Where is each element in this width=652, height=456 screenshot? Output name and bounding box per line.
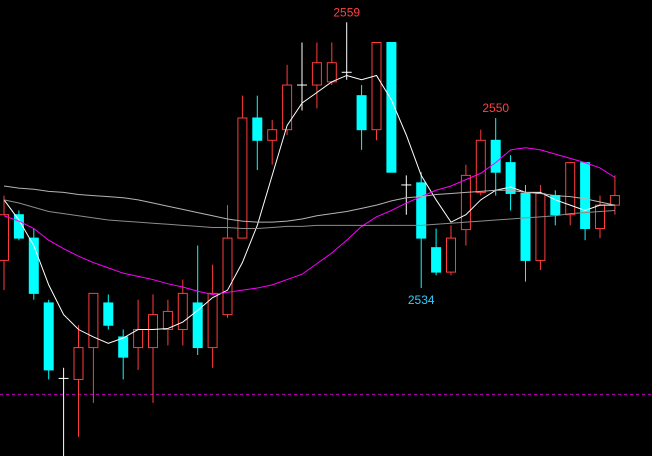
candle-body: [609, 195, 620, 206]
candle-body: [282, 84, 293, 131]
candle-body: [133, 329, 144, 349]
candle-body: [267, 129, 278, 141]
candle-body: [311, 62, 322, 86]
candle-body: [475, 139, 486, 193]
candle-body: [535, 192, 546, 261]
candle-body: [431, 247, 442, 273]
candle-body: [88, 292, 99, 349]
candle-body: [326, 62, 337, 83]
candle-body: [580, 162, 591, 230]
candle-body: [237, 117, 248, 239]
low-label: 2534: [408, 293, 435, 307]
moving-average-line: [3, 199, 615, 230]
candle-body: [177, 292, 188, 331]
candle-body: [162, 310, 173, 331]
candle-body: [148, 314, 158, 349]
candle-body: [103, 302, 114, 326]
candle-body: [192, 302, 203, 349]
candle-body: [595, 204, 605, 230]
candle-body: [43, 302, 54, 371]
candle-body: [222, 237, 233, 316]
candle-body: [118, 336, 129, 358]
candle-body: [207, 292, 218, 349]
candle-body: [490, 139, 501, 173]
candle-body: [371, 42, 382, 131]
candle-body: [356, 95, 367, 131]
high-label: 2550: [482, 101, 509, 115]
candle-body: [460, 174, 471, 231]
candle-body: [28, 237, 39, 294]
moving-average-line: [3, 185, 616, 223]
candle-body: [73, 347, 84, 380]
candle-body: [252, 117, 263, 141]
candle-body: [520, 192, 531, 261]
moving-average-line: [3, 147, 616, 295]
candle-body: [13, 214, 24, 239]
candle-body: [416, 182, 427, 239]
candle-body: [446, 237, 456, 273]
candle-body: [0, 214, 9, 261]
moving-average-line: [3, 74, 615, 344]
high-label: 2559: [333, 5, 360, 19]
candle-body: [505, 162, 516, 194]
candle-body: [386, 42, 397, 173]
candle-body: [565, 162, 576, 216]
